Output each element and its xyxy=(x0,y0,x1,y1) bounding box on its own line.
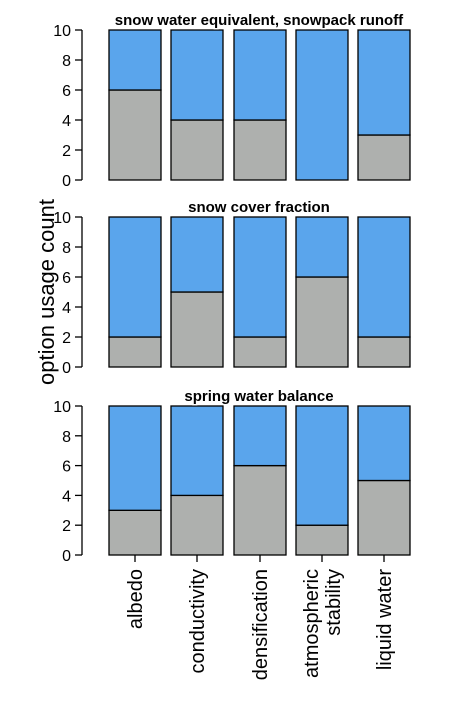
bar-segment-albedo-lower xyxy=(108,509,162,556)
panel-title: snow water equivalent, snowpack runoff xyxy=(115,12,404,29)
bar-segment-albedo-lower xyxy=(108,89,162,181)
bar-segment-atmospheric-stability-lower xyxy=(295,524,349,556)
bar-segment-conductivity-lower xyxy=(170,494,224,556)
bar-segment-densification-lower xyxy=(233,336,287,368)
y-axis-label: option usage count xyxy=(34,199,59,385)
x-category-label: liquid water xyxy=(374,569,396,671)
y-tick-label: 2 xyxy=(62,143,71,160)
y-tick-label: 0 xyxy=(62,360,71,377)
y-tick-label: 8 xyxy=(62,53,71,70)
panel-3: 0 2 4 6 8 10 spring water balance xyxy=(53,387,411,565)
bar-segment-densification-upper xyxy=(233,405,287,467)
y-tick-label: 10 xyxy=(53,23,71,40)
bar-segment-liquid-water-upper xyxy=(357,216,411,338)
y-tick-label: 4 xyxy=(62,113,71,130)
bar-segment-atmospheric-stability-lower xyxy=(295,276,349,368)
y-tick-label: 10 xyxy=(53,210,71,227)
bar-segment-conductivity-upper xyxy=(170,216,224,293)
y-tick-label: 8 xyxy=(62,429,71,446)
bar-segment-albedo-upper xyxy=(108,216,162,338)
bar-segment-densification-upper xyxy=(233,29,287,121)
y-tick-label: 2 xyxy=(62,518,71,535)
bar-segment-densification-lower xyxy=(233,464,287,556)
bar-segment-albedo-lower xyxy=(108,336,162,368)
panel-2: 0 2 4 6 8 10 snow cover fraction xyxy=(53,198,411,377)
bar-segment-albedo-upper xyxy=(108,405,162,511)
bar-segment-liquid-water-upper xyxy=(357,29,411,136)
x-category-label: albedo xyxy=(125,569,147,629)
bar-segment-atmospheric-stability-upper xyxy=(295,216,349,278)
bar-segment-conductivity-upper xyxy=(170,405,224,497)
y-tick-label: 10 xyxy=(53,399,71,416)
bar-segment-densification-upper xyxy=(233,216,287,338)
bar-segment-liquid-water-lower xyxy=(357,479,411,556)
bar-segment-conductivity-lower xyxy=(170,291,224,368)
y-tick-label: 2 xyxy=(62,330,71,347)
y-tick-label: 0 xyxy=(62,548,71,565)
panel-1: 0 2 4 6 8 10 snow water equivalent, snowpack r… xyxy=(53,11,411,190)
bar-segment-liquid-water-lower xyxy=(357,336,411,368)
bar-segment-atmospheric-stability-upper xyxy=(295,405,349,526)
y-tick-label: 8 xyxy=(62,240,71,257)
bar-segment-liquid-water-upper xyxy=(357,405,411,482)
bar-segment-conductivity-lower xyxy=(170,119,224,181)
y-tick-label: 6 xyxy=(62,270,71,287)
panel-title: snow cover fraction xyxy=(188,199,330,216)
bar-segment-albedo-upper xyxy=(108,29,162,91)
bar-segment-liquid-water-lower xyxy=(357,134,411,181)
x-category-label: atmosphericstability xyxy=(301,569,345,678)
panel-title: spring water balance xyxy=(184,388,333,405)
x-category-label: densification xyxy=(250,569,272,680)
y-tick-label: 0 xyxy=(62,173,71,190)
x-category-label: conductivity xyxy=(187,569,209,674)
bar-segment-densification-lower xyxy=(233,119,287,181)
y-tick-label: 4 xyxy=(62,488,71,505)
bar-segment-atmospheric-stability-upper xyxy=(295,29,349,181)
y-tick-label: 6 xyxy=(62,83,71,100)
bar-segment-conductivity-upper xyxy=(170,29,224,121)
y-tick-label: 6 xyxy=(62,459,71,476)
y-tick-label: 4 xyxy=(62,300,71,317)
